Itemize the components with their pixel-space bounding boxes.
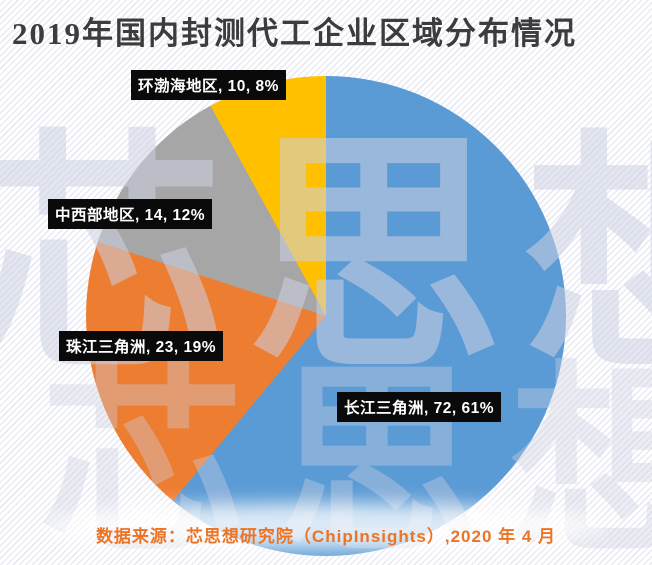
data-source-note: 数据来源：芯思想研究院（ChipInsights）,2020 年 4 月 [95,527,557,546]
data-label-bohai-rim: 环渤海地区, 10, 8% [131,70,286,100]
white-fade-overlay [40,503,605,549]
chart-title: 2019年国内封测代工企业区域分布情况 [12,16,577,51]
pie-chart [86,76,566,556]
data-label-central-western: 中西部地区, 14, 12% [48,199,212,229]
data-label-yangtze-river-delta: 长江三角洲, 72, 61% [337,392,501,422]
data-label-pearl-river-delta: 珠江三角洲, 23, 19% [59,331,223,361]
